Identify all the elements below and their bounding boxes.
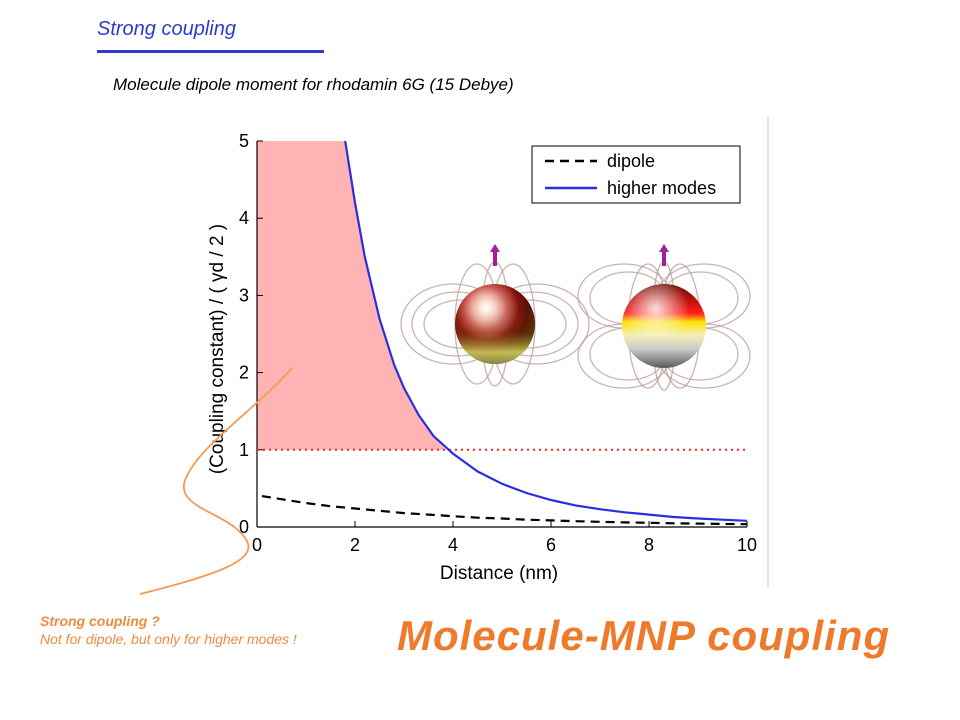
chart-legend: dipole higher modes — [531, 145, 741, 204]
heading-underline — [97, 50, 324, 53]
slide-heading: Strong coupling — [97, 18, 236, 40]
x-tick-label: 8 — [644, 535, 654, 555]
y-tick-label: 2 — [239, 363, 249, 383]
legend-label-higher-modes: higher modes — [607, 178, 716, 198]
y-tick-label: 0 — [239, 517, 249, 537]
y-axis-label: (Coupling constant) / ( γd / 2 ) — [207, 224, 228, 474]
note-question: Strong coupling ? — [40, 613, 160, 629]
series-line-higher-modes — [344, 140, 748, 522]
dipole-mode-sphere-icon — [400, 244, 590, 387]
series-line-dipole — [261, 495, 748, 526]
y-tick-label: 4 — [239, 208, 249, 228]
x-axis-label: Distance (nm) — [440, 563, 558, 584]
y-tick-label: 5 — [239, 131, 249, 151]
coupling-chart: 0 2 4 6 8 10 0 1 2 3 4 5 dipole higher modes — [199, 116, 771, 588]
legend-label-dipole: dipole — [607, 151, 655, 171]
x-tick-label: 2 — [350, 535, 360, 555]
strong-coupling-region — [257, 141, 446, 450]
x-tick-label: 6 — [546, 535, 556, 555]
y-tick-label: 1 — [239, 440, 249, 460]
slide-title: Molecule-MNP coupling — [397, 612, 891, 659]
higher-mode-sphere-icon — [577, 244, 751, 391]
callout-note: Strong coupling ? Not for dipole, but on… — [40, 612, 297, 648]
x-tick-label: 10 — [737, 535, 757, 555]
y-tick-label: 3 — [239, 285, 249, 305]
x-tick-label: 0 — [252, 535, 262, 555]
note-answer: Not for dipole, but only for higher mode… — [40, 631, 297, 647]
x-tick-label: 4 — [448, 535, 458, 555]
slide-subheading: Molecule dipole moment for rhodamin 6G (… — [113, 75, 514, 94]
